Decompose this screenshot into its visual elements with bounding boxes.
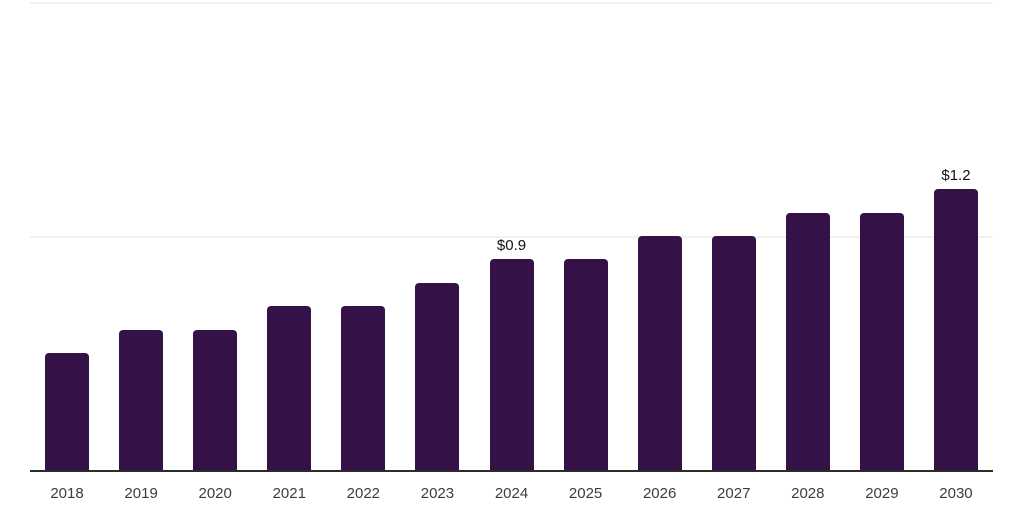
bar-2030	[933, 189, 978, 470]
gridline-1	[30, 236, 993, 238]
bar-value-label-2030: $1.2	[941, 167, 971, 185]
x-tick-label-2023: 2023	[420, 485, 455, 502]
bar-slot-2025	[549, 2, 623, 470]
bar-2024	[489, 259, 534, 470]
x-tick-label-2022: 2022	[346, 485, 381, 502]
x-tick-label-2019: 2019	[124, 485, 158, 502]
bar-slot-2026	[623, 2, 697, 470]
x-tick-label-2027: 2027	[717, 485, 751, 502]
bar-slot-2028	[771, 2, 845, 470]
bar-2020	[193, 329, 238, 470]
x-tick-label-2025: 2025	[568, 485, 603, 502]
bar-slot-2019	[104, 2, 178, 470]
x-tick-label-2024: 2024	[494, 485, 529, 502]
gridline-2	[30, 2, 993, 4]
bar-slot-2030: $1.2	[919, 2, 993, 470]
bar-2019	[119, 329, 164, 470]
x-tick-label-2018: 2018	[50, 485, 84, 502]
x-axis-line	[30, 470, 993, 472]
bar-value-label-2024: $0.9	[496, 237, 527, 255]
bar-2018	[45, 353, 90, 470]
x-tick-label-2030: 2030	[939, 485, 973, 502]
bar-2027	[711, 236, 756, 470]
bar-slot-2027	[697, 2, 771, 470]
bar-2022	[341, 306, 386, 470]
x-tick-label-2029: 2029	[865, 485, 899, 502]
bar-2021	[267, 306, 312, 470]
x-tick-label-2028: 2028	[791, 485, 825, 502]
x-tick-label-2020: 2020	[198, 485, 232, 502]
bar-2029	[859, 212, 904, 470]
bar-2023	[415, 282, 460, 470]
plot-area: $0.9 $1.2	[30, 2, 993, 472]
bar-slot-2020	[178, 2, 252, 470]
bar-slot-2021	[252, 2, 326, 470]
bar-2026	[637, 236, 682, 470]
bar-slot-2029	[845, 2, 919, 470]
x-tick-label-2021: 2021	[272, 485, 306, 502]
bar-slot-2023	[400, 2, 474, 470]
x-axis-labels: 2018 2019 2020 2021 2022 2023 2024 2025 2026 2027…	[30, 484, 993, 504]
bar-slot-2024: $0.9	[474, 2, 548, 470]
bar-series: $0.9 $1.2	[30, 2, 993, 470]
bar-slot-2018	[30, 2, 104, 470]
bar-slot-2022	[326, 2, 400, 470]
bar-2025	[563, 259, 608, 470]
x-tick-label-2026: 2026	[642, 485, 677, 502]
bar-2028	[785, 212, 830, 470]
